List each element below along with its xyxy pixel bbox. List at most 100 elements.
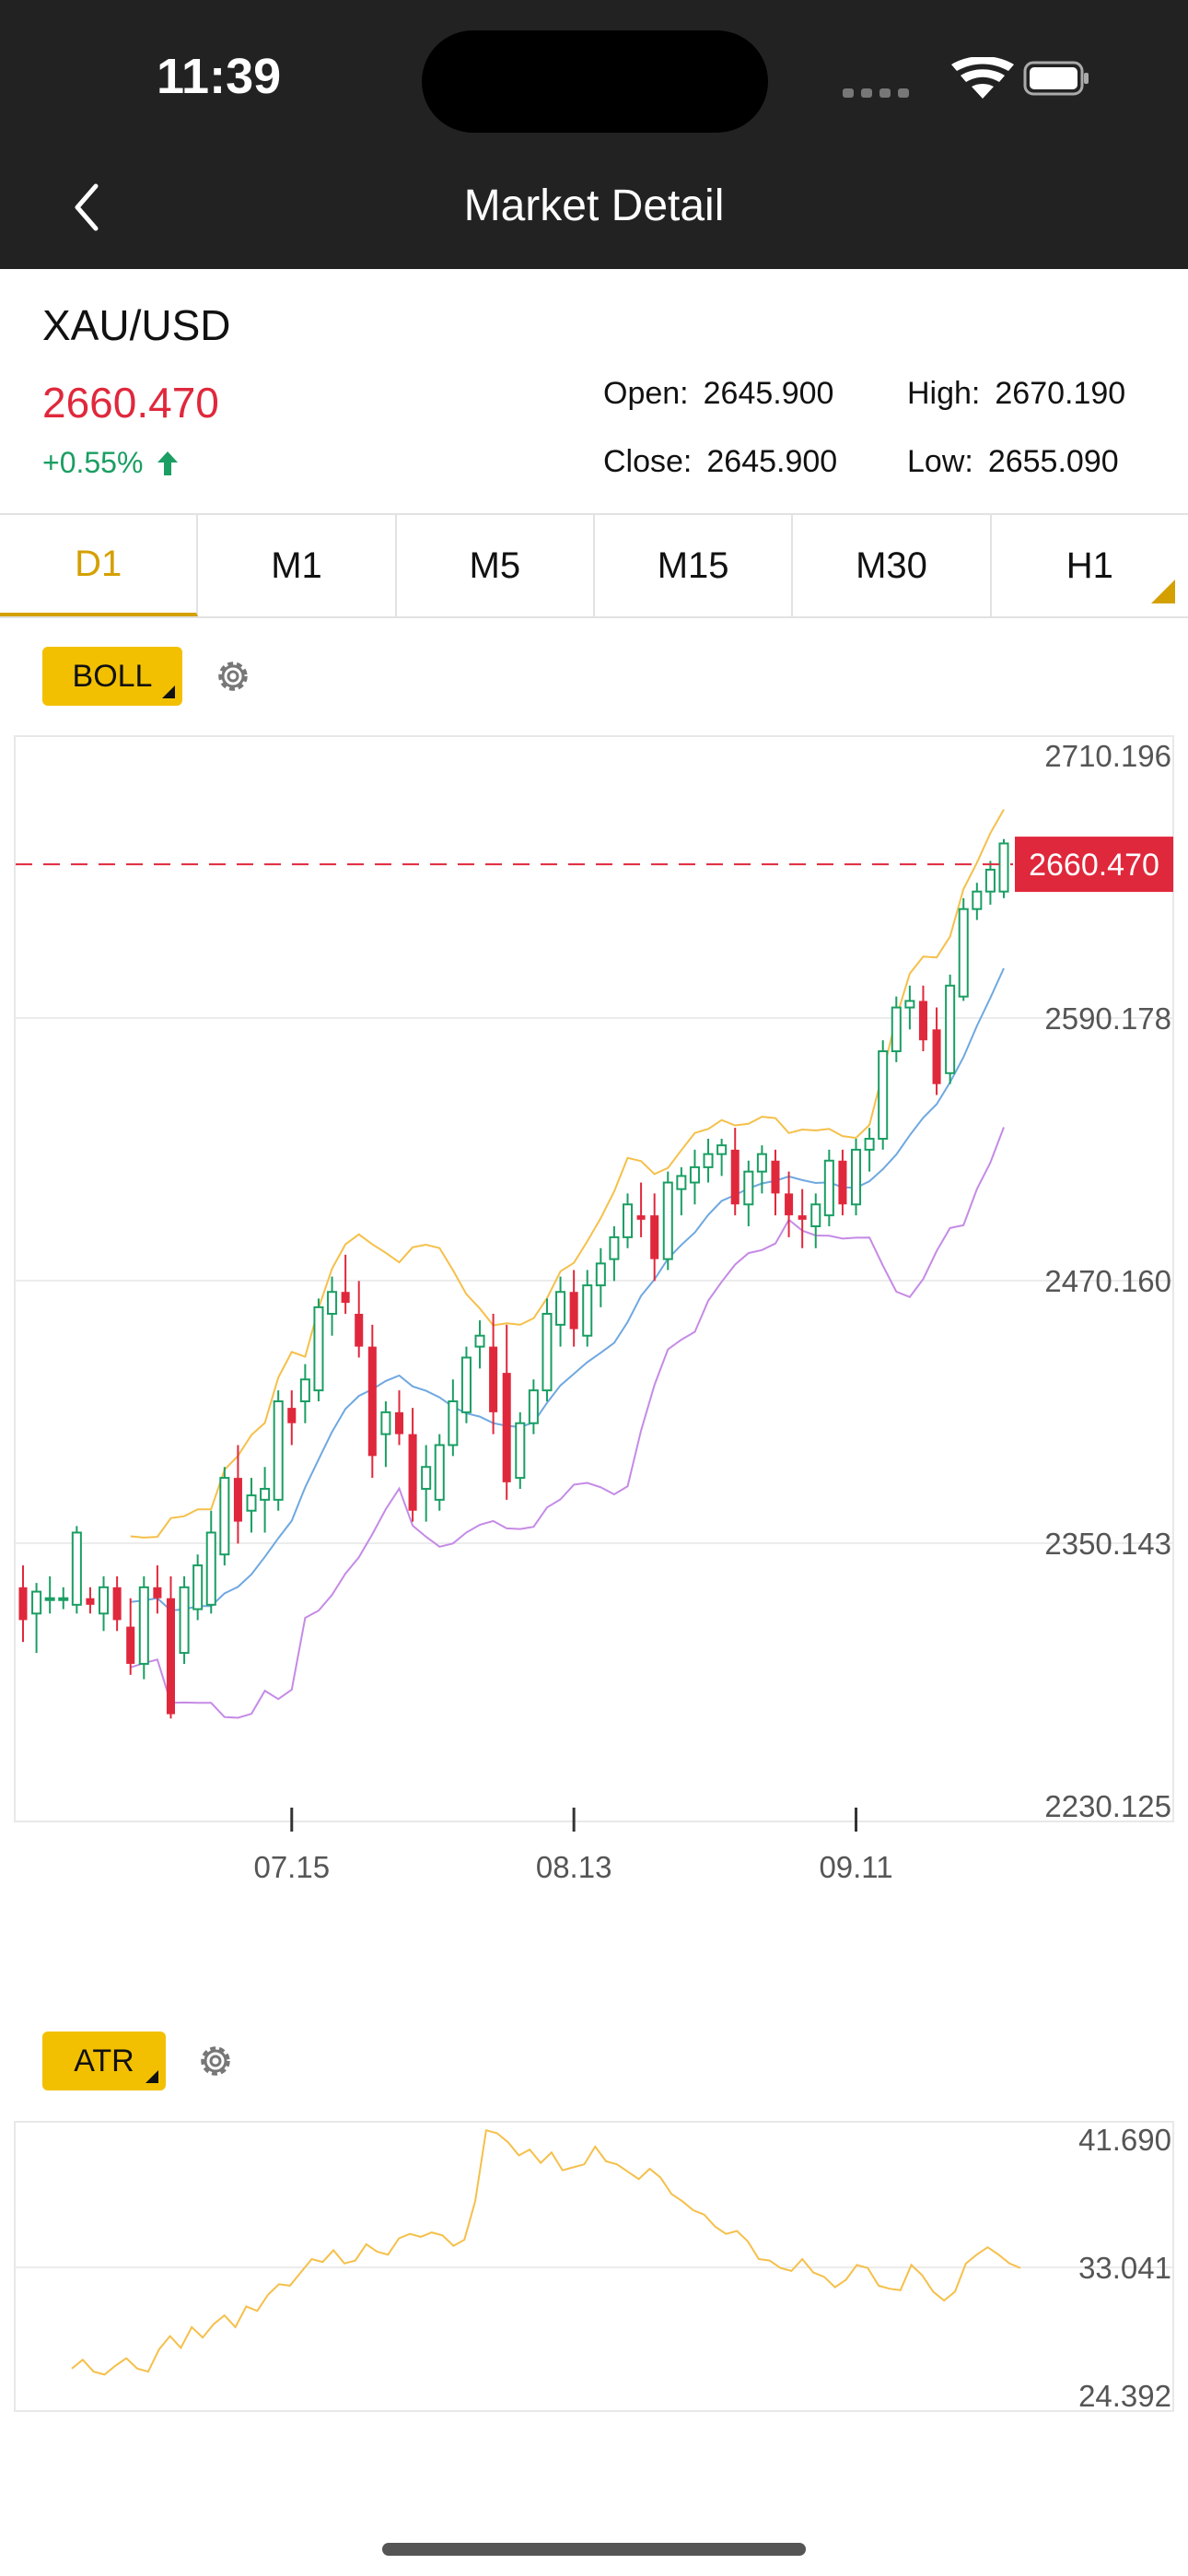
candle — [595, 1247, 606, 1307]
candle-body — [595, 1262, 606, 1287]
candle-body — [489, 1346, 498, 1412]
gear-icon[interactable] — [211, 654, 255, 698]
candle-body — [394, 1411, 404, 1434]
candle — [273, 1390, 284, 1511]
back-button[interactable] — [63, 175, 118, 240]
chevron-left-icon — [75, 183, 99, 231]
gear-icon[interactable] — [193, 2039, 238, 2083]
candle — [878, 1040, 889, 1150]
candle — [515, 1411, 526, 1489]
current-price-badge — [1015, 837, 1173, 893]
tab-m1[interactable]: M1 — [198, 515, 397, 616]
candle-body — [192, 1564, 204, 1610]
candle — [327, 1276, 338, 1336]
tab-m30[interactable]: M30 — [793, 515, 992, 616]
open-label: Open: — [603, 376, 689, 411]
tab-m15[interactable]: M15 — [595, 515, 794, 616]
more-timeframes-indicator — [1150, 580, 1175, 603]
candle-body — [878, 1050, 889, 1141]
candle — [31, 1583, 42, 1654]
candle — [355, 1281, 364, 1358]
atr-label: ATR — [74, 2043, 134, 2078]
candle-body — [260, 1487, 271, 1501]
boll-label: BOLL — [72, 658, 153, 694]
candle-body — [650, 1215, 659, 1259]
candle-body — [945, 984, 956, 1074]
tab-h1[interactable]: H1 — [992, 515, 1188, 616]
candle-body — [246, 1494, 257, 1512]
candle-body — [434, 1444, 445, 1501]
candle — [126, 1598, 135, 1675]
candle — [313, 1298, 324, 1401]
candle-body — [569, 1292, 578, 1329]
tab-m5[interactable]: M5 — [397, 515, 595, 616]
candle-body — [998, 842, 1009, 893]
candle — [260, 1467, 271, 1533]
candle — [44, 1575, 55, 1614]
candle-body — [327, 1291, 338, 1316]
candle — [219, 1467, 230, 1566]
boll-lower-band — [130, 1127, 1005, 1719]
candle-body — [730, 1149, 740, 1205]
candle-body — [99, 1586, 110, 1615]
candle — [984, 861, 996, 905]
current-price-label: 2660.470 — [1029, 848, 1159, 883]
candle — [636, 1182, 646, 1237]
candle-body — [58, 1597, 69, 1601]
candle-body — [958, 907, 969, 998]
candle-body — [838, 1160, 847, 1205]
candle-body — [515, 1422, 526, 1480]
candle — [785, 1171, 794, 1237]
candle-body — [367, 1346, 377, 1457]
candle-body — [460, 1356, 472, 1413]
close-value: 2645.900 — [706, 444, 838, 479]
candle-body — [219, 1477, 230, 1556]
candle — [609, 1226, 620, 1282]
y-tick-label: 33.041 — [1078, 2251, 1171, 2285]
candle-body — [528, 1389, 539, 1424]
candle — [622, 1193, 634, 1248]
candle — [542, 1298, 553, 1401]
price-change: +0.55% — [42, 446, 180, 480]
tab-d1[interactable]: D1 — [0, 515, 199, 616]
candle-body — [864, 1138, 875, 1151]
candle-body — [972, 890, 983, 910]
open-value: 2645.900 — [703, 376, 834, 411]
candle-body — [421, 1466, 432, 1490]
atr-chart[interactable]: 41.690 33.041 24.392 — [0, 2110, 1188, 2432]
low-label: Low: — [907, 444, 973, 479]
candle-body — [126, 1626, 135, 1664]
candle-body — [850, 1148, 862, 1206]
candle-body — [716, 1144, 728, 1155]
candle-body — [609, 1235, 620, 1260]
y-tick-label: 2350.143 — [1044, 1527, 1171, 1561]
candle-body — [44, 1597, 55, 1601]
candle — [730, 1128, 740, 1216]
candlestick-chart[interactable]: 2710.196 2590.178 2470.160 2350.143 2230.125… — [0, 719, 1188, 1898]
candle — [716, 1139, 728, 1177]
candle-body — [622, 1203, 634, 1238]
candle-body — [676, 1175, 687, 1190]
app-header: 11:39 Market Detail — [0, 0, 1188, 269]
candle-body — [891, 1006, 902, 1053]
y-tick-label: 2710.196 — [1044, 739, 1171, 773]
candle — [246, 1478, 257, 1533]
home-indicator[interactable] — [382, 2543, 806, 2556]
atr-indicator-button[interactable]: ATR — [42, 2032, 166, 2090]
candle — [166, 1575, 176, 1719]
open-stat: Open: 2645.900 — [603, 376, 833, 412]
candle — [798, 1188, 807, 1248]
candle — [460, 1346, 472, 1423]
wifi-icon — [951, 57, 1014, 99]
candle — [99, 1575, 110, 1632]
x-tick-label: 07.15 — [253, 1850, 330, 1884]
candle — [448, 1379, 459, 1457]
candle — [138, 1575, 149, 1680]
candle — [58, 1587, 69, 1610]
boll-indicator-button[interactable]: BOLL — [42, 647, 182, 706]
candle — [205, 1510, 216, 1614]
candle-body — [823, 1159, 834, 1217]
candle — [18, 1565, 28, 1643]
candle — [703, 1139, 714, 1183]
candle-body — [542, 1313, 553, 1392]
